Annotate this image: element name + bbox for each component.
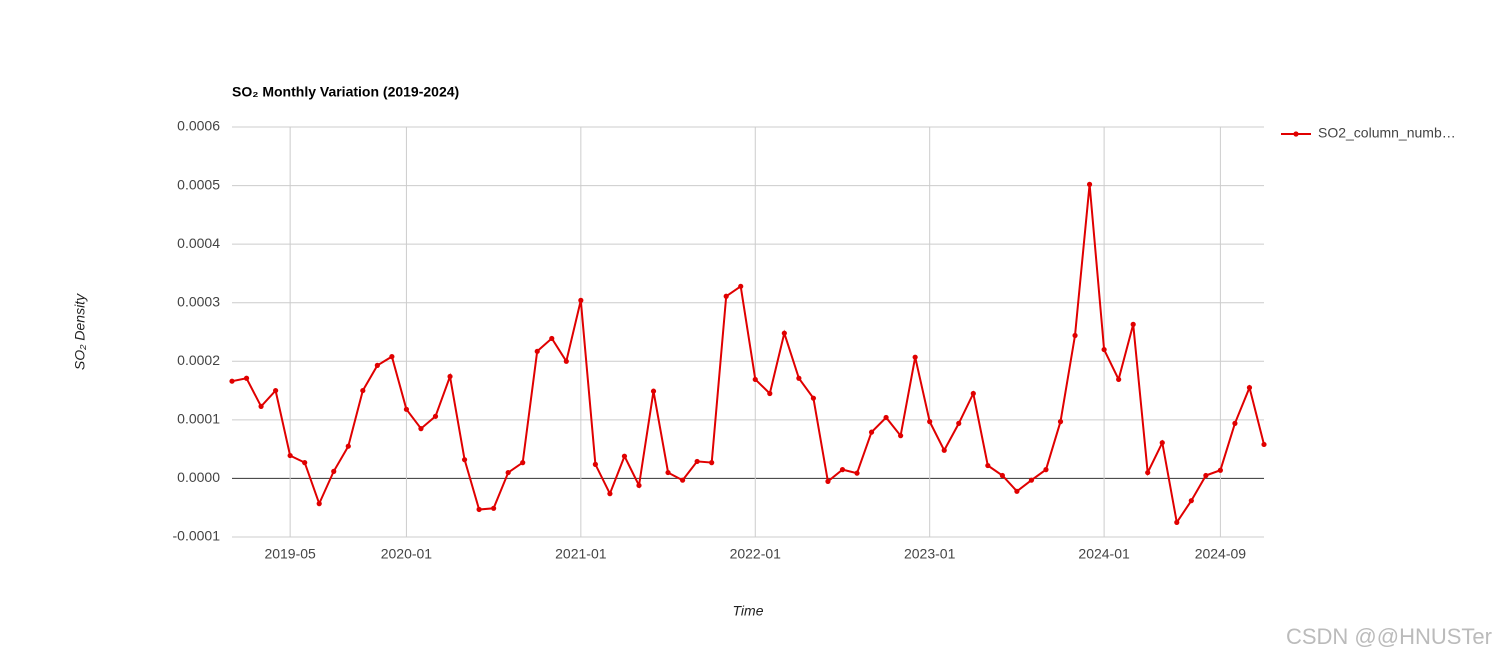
data-point bbox=[956, 420, 962, 426]
data-point bbox=[432, 413, 439, 419]
y-axis-label: SO₂ Density bbox=[72, 293, 88, 370]
x-tick-label: 2021-01 bbox=[555, 546, 607, 562]
data-point bbox=[679, 477, 686, 483]
data-point bbox=[360, 387, 366, 394]
x-tick-label: 2019-05 bbox=[264, 546, 316, 562]
data-point bbox=[316, 501, 322, 507]
data-point bbox=[694, 458, 700, 465]
watermark: CSDN @@HNUSTer bbox=[1286, 624, 1492, 649]
data-point bbox=[1145, 469, 1151, 476]
data-point bbox=[1203, 472, 1209, 479]
data-point bbox=[650, 388, 657, 394]
x-axis-label: Time bbox=[733, 603, 764, 619]
x-tick-label: 2024-01 bbox=[1078, 546, 1130, 562]
data-point bbox=[287, 452, 293, 459]
data-point bbox=[941, 447, 947, 453]
data-point bbox=[1188, 498, 1194, 504]
data-point bbox=[418, 426, 424, 432]
data-point bbox=[1043, 467, 1049, 473]
data-point bbox=[447, 373, 453, 380]
data-point bbox=[825, 478, 831, 484]
data-point bbox=[927, 419, 933, 425]
data-point bbox=[1130, 321, 1136, 327]
data-point bbox=[461, 457, 468, 463]
x-tick-label: 2023-01 bbox=[904, 546, 956, 562]
data-point bbox=[1028, 477, 1035, 483]
data-point bbox=[970, 390, 976, 397]
y-tick-label: 0.0001 bbox=[177, 411, 220, 427]
data-point bbox=[1159, 440, 1165, 446]
data-point bbox=[491, 505, 497, 511]
data-point bbox=[796, 375, 802, 381]
data-point bbox=[345, 443, 351, 449]
data-point bbox=[738, 283, 744, 289]
data-point bbox=[505, 469, 511, 476]
data-point bbox=[331, 468, 337, 474]
data-point bbox=[607, 491, 613, 497]
data-point bbox=[229, 378, 235, 384]
data-point bbox=[1116, 376, 1122, 383]
data-point bbox=[476, 506, 482, 513]
data-point bbox=[520, 460, 526, 466]
data-point bbox=[810, 395, 817, 401]
data-point bbox=[1246, 385, 1253, 391]
data-point bbox=[389, 354, 395, 360]
y-tick-label: 0.0006 bbox=[177, 118, 220, 134]
data-point bbox=[1072, 332, 1078, 339]
data-point bbox=[985, 462, 991, 469]
data-point bbox=[592, 461, 598, 467]
data-point bbox=[243, 375, 250, 381]
legend-label: SO2_column_numb… bbox=[1318, 125, 1456, 141]
data-point bbox=[1086, 181, 1093, 187]
data-point bbox=[549, 335, 555, 342]
y-tick-label: 0.0003 bbox=[177, 293, 220, 309]
y-tick-label: 0.0002 bbox=[177, 352, 220, 368]
data-point bbox=[258, 403, 264, 409]
y-tick-label: -0.0001 bbox=[173, 528, 221, 544]
data-point bbox=[767, 390, 773, 397]
x-tick-label: 2022-01 bbox=[730, 546, 782, 562]
data-point bbox=[839, 467, 846, 473]
data-point bbox=[752, 376, 758, 383]
data-point bbox=[723, 293, 729, 299]
data-point bbox=[1174, 519, 1180, 525]
data-point bbox=[912, 354, 918, 360]
data-point bbox=[854, 470, 860, 476]
data-point bbox=[1014, 488, 1020, 494]
data-point bbox=[578, 297, 584, 303]
y-tick-label: 0.0005 bbox=[177, 176, 220, 192]
x-tick-label: 2024-09 bbox=[1195, 546, 1247, 562]
y-tick-label: 0.0004 bbox=[177, 235, 220, 251]
data-point bbox=[999, 472, 1005, 479]
y-tick-label: 0.0000 bbox=[177, 469, 220, 485]
data-point bbox=[709, 460, 715, 466]
x-tick-label: 2020-01 bbox=[381, 546, 433, 562]
data-point bbox=[883, 414, 889, 421]
legend-swatch bbox=[1293, 131, 1299, 137]
data-point bbox=[868, 429, 875, 435]
chart-title: SO₂ Monthly Variation (2019-2024) bbox=[232, 84, 459, 100]
data-point bbox=[1101, 346, 1107, 353]
data-point bbox=[636, 482, 642, 489]
data-point bbox=[302, 460, 308, 466]
data-point bbox=[534, 348, 540, 354]
data-point bbox=[1261, 441, 1267, 448]
data-point bbox=[898, 433, 904, 439]
data-point bbox=[665, 469, 671, 476]
data-point bbox=[273, 387, 279, 394]
data-point bbox=[403, 406, 410, 412]
data-point bbox=[374, 362, 380, 368]
data-point bbox=[781, 330, 787, 336]
data-line bbox=[231, 184, 1265, 526]
data-point bbox=[563, 358, 569, 364]
data-point bbox=[621, 453, 628, 459]
data-point bbox=[1057, 419, 1064, 425]
data-point bbox=[1232, 420, 1238, 426]
data-point bbox=[1217, 467, 1223, 473]
